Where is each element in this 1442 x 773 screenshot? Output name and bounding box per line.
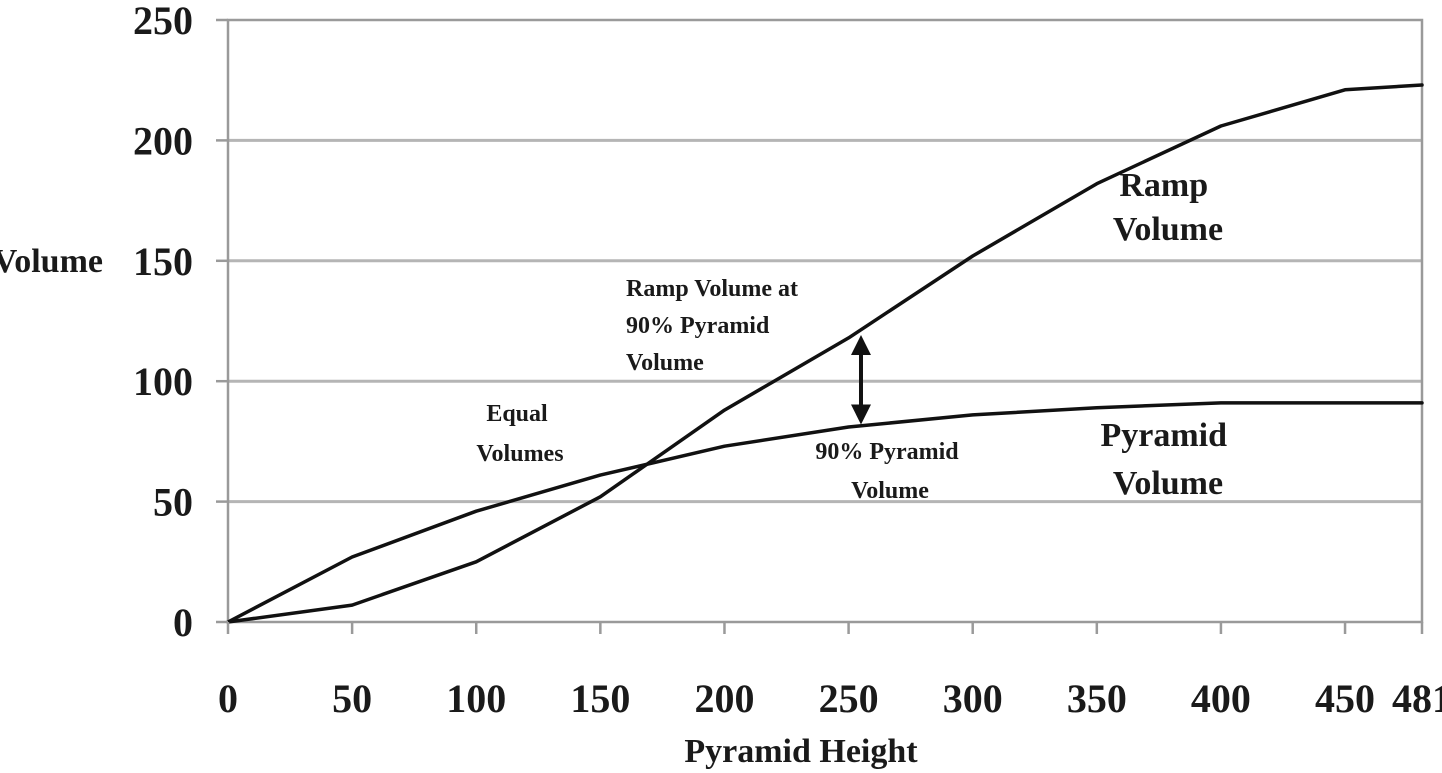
y-tick-label-150: 150	[133, 239, 193, 284]
ramp-volume-line	[226, 83, 1424, 624]
y-tick-label-0: 0	[173, 600, 193, 645]
pyramid-90-line1: 90% Pyramid	[815, 439, 959, 465]
equal-volumes-line2: Volumes	[476, 441, 563, 467]
ramp-at-90-line3: Volume	[626, 350, 704, 376]
pyramid-90-line2: Volume	[851, 478, 929, 504]
y-tick-label-250: 250	[133, 0, 193, 43]
pyramid-volume-line	[226, 401, 1424, 624]
ramp-volume-label-line1: Ramp	[1119, 167, 1208, 204]
plot-frame	[226, 18, 1424, 624]
gridlines	[228, 138, 1422, 504]
x-tick-label-50: 50	[332, 676, 372, 721]
ramp-at-90-line1: Ramp Volume at	[626, 276, 798, 302]
x-axis: 0 50 100 150 200 250 300 350 400 450 481	[218, 622, 1442, 721]
pyramid-volume-label-line1: Pyramid	[1100, 417, 1227, 454]
x-tick-label-400: 400	[1191, 676, 1251, 721]
x-tick-label-350: 350	[1067, 676, 1127, 721]
equal-volumes-annotation: Equal Volumes	[476, 401, 563, 467]
ramp-volume-label: Ramp Volume	[1113, 167, 1223, 248]
y-tick-label-50: 50	[153, 480, 193, 525]
series-lines	[226, 83, 1424, 624]
y-axis-title: Volume	[0, 243, 103, 280]
pyramid-90-annotation: 90% Pyramid Volume	[815, 439, 964, 504]
x-tick-label-150: 150	[570, 676, 630, 721]
pyramid-volume-label: Pyramid Volume	[1100, 417, 1235, 502]
ramp-volume-label-line2: Volume	[1113, 211, 1223, 248]
x-tick-label-300: 300	[943, 676, 1003, 721]
x-axis-title: Pyramid Height	[684, 733, 918, 770]
x-tick-label-450: 450	[1315, 676, 1375, 721]
x-tick-label-250: 250	[819, 676, 879, 721]
equal-volumes-line1: Equal	[486, 401, 548, 427]
x-tick-label-481: 481	[1392, 676, 1442, 721]
x-tick-label-200: 200	[694, 676, 754, 721]
x-tick-label-100: 100	[446, 676, 506, 721]
x-tick-label-0: 0	[218, 676, 238, 721]
ramp-at-90-line2: 90% Pyramid	[626, 313, 770, 339]
y-axis: 0 50 100 150 200 250	[133, 0, 228, 645]
ramp-volume-at-90-annotation: Ramp Volume at 90% Pyramid Volume	[626, 276, 804, 376]
y-tick-label-100: 100	[133, 359, 193, 404]
y-tick-label-200: 200	[133, 118, 193, 163]
pyramid-volume-label-line2: Volume	[1113, 465, 1223, 502]
